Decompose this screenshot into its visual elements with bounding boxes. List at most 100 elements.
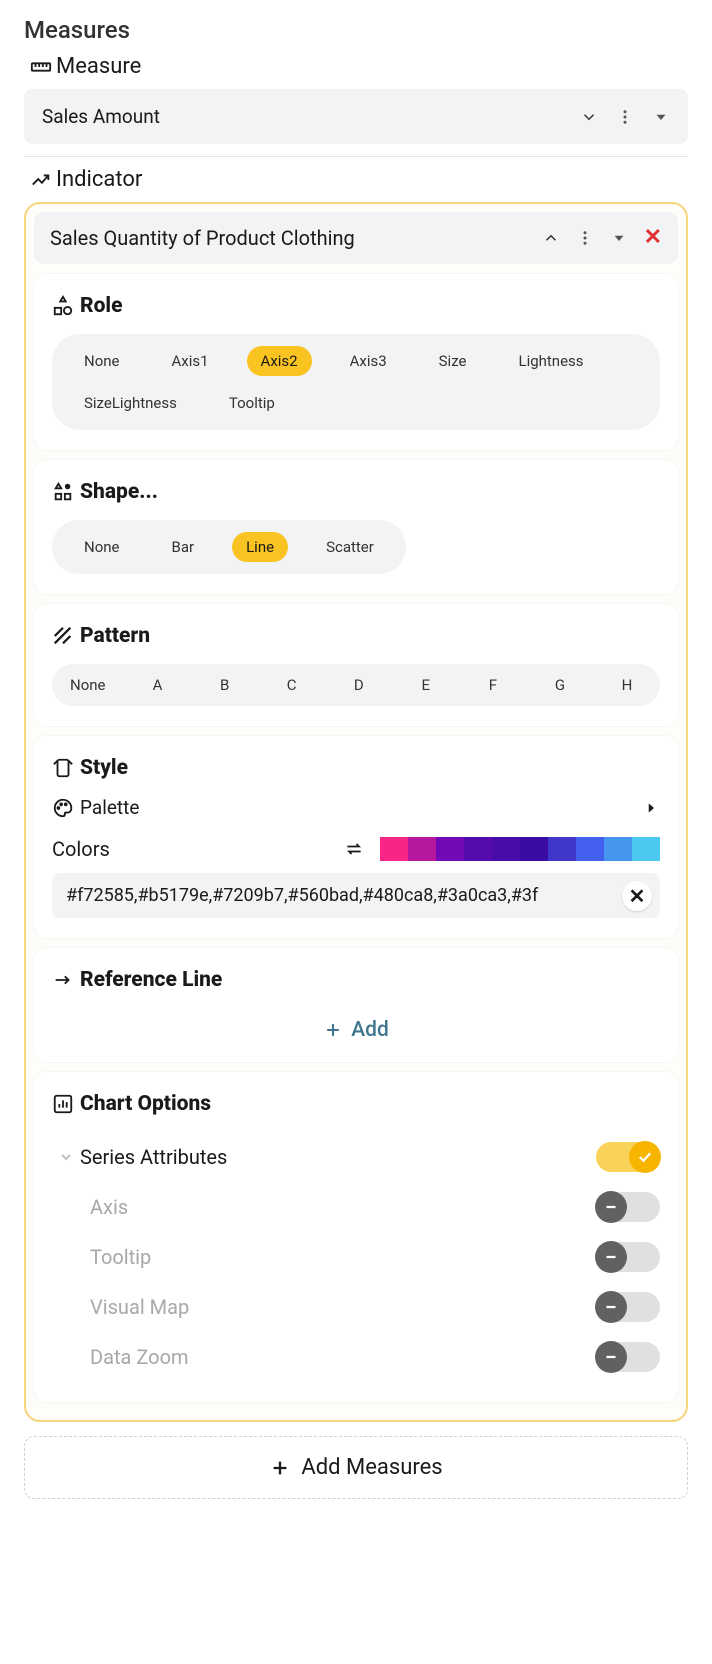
chart-option-label: Axis [52,1195,596,1219]
chart-option-series-attributes: Series Attributes [52,1132,660,1182]
swatch[interactable] [548,837,576,861]
chevron-down-icon [580,108,598,126]
chart-option-tooltip: Tooltip [52,1232,660,1282]
toggle-visual-map[interactable] [596,1292,660,1322]
trend-up-icon [30,169,52,191]
color-swatches [380,837,660,861]
role-chip-sizelightness[interactable]: SizeLightness [70,388,191,418]
chart-options-list: Series Attributes Axis Tooltip Visual Map Da… [52,1132,660,1382]
colors-input[interactable]: #f72585,#b5179e,#7209b7,#560bad,#480ca8,… [52,873,660,918]
swatch[interactable] [464,837,492,861]
role-chip-axis1[interactable]: Axis1 [158,346,223,376]
role-chip-group: NoneAxis1Axis2Axis3SizeLightnessSizeLigh… [52,334,660,430]
toggle-data-zoom[interactable] [596,1342,660,1372]
pattern-chip-h[interactable]: H [612,676,642,694]
style-panel: Style Palette Colors #f72585,#b5179e,#72… [34,736,678,938]
hatch-icon [52,625,74,647]
palette-label: Palette [80,796,139,819]
pattern-chip-c[interactable]: C [277,676,307,694]
add-measures-button[interactable]: Add Measures [24,1436,688,1499]
measure-label-text: Measure [56,54,141,79]
style-title: Style [52,756,660,780]
plus-icon [323,1020,343,1040]
chart-options-panel: Chart Options Series Attributes Axis Toolt… [34,1072,678,1402]
shape-chip-bar[interactable]: Bar [158,532,209,562]
shape-mix-icon [52,481,74,503]
chart-option-visual-map: Visual Map [52,1282,660,1332]
swatch[interactable] [436,837,464,861]
close-icon[interactable]: ✕ [644,227,662,249]
colors-row: Colors [52,837,660,861]
chart-options-title: Chart Options [52,1092,660,1116]
plus-icon [269,1457,291,1479]
role-chip-tooltip[interactable]: Tooltip [215,388,289,418]
pattern-title: Pattern [52,624,660,648]
pattern-chip-f[interactable]: F [478,676,508,694]
indicator-heading: Indicator [30,167,688,192]
indicator-header: Sales Quantity of Product Clothing ✕ [34,212,678,264]
measure-label: Measure [30,54,688,79]
more-vert-icon[interactable] [576,229,594,247]
shape-chip-none[interactable]: None [70,532,134,562]
swatch[interactable] [632,837,660,861]
toggle-series-attributes[interactable] [596,1142,660,1172]
chevron-up-icon[interactable] [542,229,560,247]
swap-icon[interactable] [344,839,364,859]
measure-select[interactable]: Sales Amount [24,89,688,144]
pattern-chip-d[interactable]: D [344,676,374,694]
minus-icon [595,1191,627,1223]
chevron-down-icon[interactable] [52,1149,80,1165]
colors-label: Colors [52,837,110,861]
dropdown-triangle-icon[interactable] [610,229,628,247]
swatch[interactable] [520,837,548,861]
caret-right-icon [642,799,660,817]
colors-value: #f72585,#b5179e,#7209b7,#560bad,#480ca8,… [66,885,538,906]
minus-icon [595,1341,627,1373]
pattern-chip-b[interactable]: B [210,676,240,694]
swatch[interactable] [408,837,436,861]
pattern-chip-e[interactable]: E [411,676,441,694]
role-chip-axis3[interactable]: Axis3 [336,346,401,376]
indicator-title: Sales Quantity of Product Clothing [50,226,355,250]
shape-chip-line[interactable]: Line [232,532,288,562]
pattern-panel: Pattern None A B C D E F G H [34,604,678,726]
toggle-axis[interactable] [596,1192,660,1222]
measures-heading: Measures [24,16,688,44]
pattern-chip-none[interactable]: None [70,676,106,694]
swatch[interactable] [492,837,520,861]
shape-chip-scatter[interactable]: Scatter [312,532,388,562]
ruler-icon [30,56,52,78]
reference-line-panel: Reference Line Add [34,948,678,1062]
role-chip-lightness[interactable]: Lightness [504,346,597,376]
toggle-tooltip[interactable] [596,1242,660,1272]
swatch[interactable] [380,837,408,861]
chart-option-label: Tooltip [52,1245,596,1269]
shape-panel: Shape... NoneBarLineScatter [34,460,678,594]
swatch[interactable] [576,837,604,861]
check-icon [629,1141,661,1173]
shape-chip-group: None Bar Line Scatter [52,520,406,574]
bar-chart-icon [52,1093,74,1115]
indicator-heading-text: Indicator [56,167,142,192]
chart-option-data-zoom: Data Zoom [52,1332,660,1382]
role-chip-size[interactable]: Size [425,346,481,376]
chart-option-label: Visual Map [52,1295,596,1319]
add-reference-line-button[interactable]: Add [52,1008,660,1042]
arrow-right-icon [52,969,74,991]
role-chip-none[interactable]: None [70,346,134,376]
pattern-chip-a[interactable]: A [143,676,173,694]
role-chip-axis2[interactable]: Axis2 [247,346,312,376]
palette-row[interactable]: Palette [52,796,660,819]
divider [24,156,688,157]
swatch[interactable] [604,837,632,861]
clear-colors-icon[interactable]: ✕ [622,881,652,911]
pattern-chip-group: None A B C D E F G H [52,664,660,706]
minus-icon [595,1291,627,1323]
shapes-icon [52,295,74,317]
dropdown-triangle-icon[interactable] [652,108,670,126]
pattern-chip-g[interactable]: G [545,676,575,694]
reference-line-title: Reference Line [52,968,660,992]
style-icon [52,757,74,779]
chart-option-label: Data Zoom [52,1345,596,1369]
more-vert-icon[interactable] [616,108,634,126]
